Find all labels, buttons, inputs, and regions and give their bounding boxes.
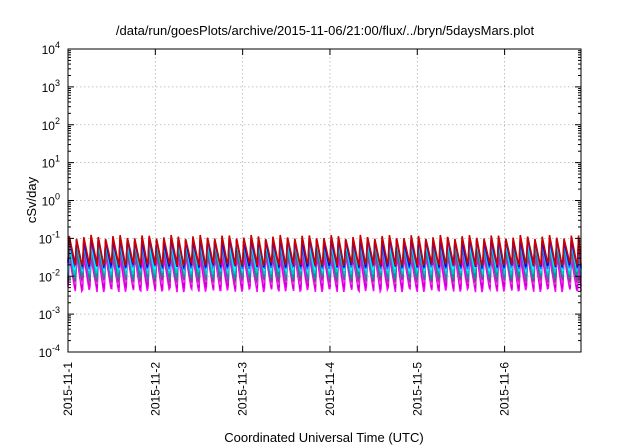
chart-title: /data/run/goesPlots/archive/2015-11-06/2… — [116, 23, 535, 38]
x-tick-label: 2015-11-2 — [148, 362, 162, 416]
x-axis-label: Coordinated Universal Time (UTC) — [224, 430, 423, 445]
y-tick-label: 103 — [42, 78, 60, 95]
series-layer — [67, 234, 582, 295]
grid — [68, 49, 581, 352]
x-tick-label: 2015-11-6 — [498, 362, 512, 416]
y-axis-label: cSv/day — [24, 176, 39, 223]
y-tick-label: 10-2 — [39, 267, 60, 284]
y-tick-label: 100 — [42, 192, 60, 209]
series-line — [67, 234, 582, 268]
x-axis: 2015-11-1 2015-11-2 2015-11-3 2015-11-4 2015… — [61, 49, 512, 416]
y-tick-label: 104 — [42, 40, 60, 57]
x-tick-label: 2015-11-4 — [323, 362, 337, 416]
y-tick-label: 10-3 — [39, 305, 60, 322]
x-tick-label: 2015-11-1 — [61, 362, 75, 416]
y-tick-label: 101 — [42, 154, 60, 171]
x-tick-label: 2015-11-5 — [410, 362, 424, 416]
y-axis: 10-4 10-3 10-2 10-1 100 101 102 103 104 — [39, 40, 581, 360]
y-tick-label: 102 — [42, 116, 60, 133]
x-tick-label: 2015-11-3 — [236, 362, 250, 416]
y-tick-label: 10-4 — [39, 343, 60, 360]
y-tick-label: 10-1 — [39, 229, 60, 246]
